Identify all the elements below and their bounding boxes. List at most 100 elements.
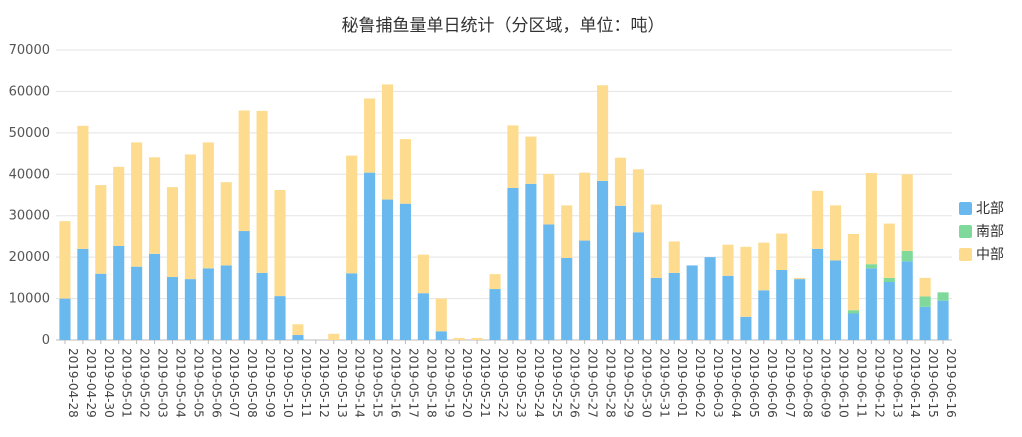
bar-central	[59, 221, 71, 299]
bar-central	[328, 333, 340, 340]
bar-central	[417, 254, 429, 294]
x-tick-label: 2019-05-14	[353, 348, 367, 418]
bar-south	[937, 292, 949, 301]
x-tick-label: 2019-05-12	[317, 348, 331, 418]
x-tick-label: 2019-06-11	[854, 348, 868, 418]
bar-north	[95, 273, 107, 340]
x-tick-label: 2019-05-30	[639, 348, 653, 418]
x-tick-label: 2019-05-03	[156, 348, 170, 418]
bar-central	[740, 246, 752, 317]
x-tick-label: 2019-06-13	[890, 348, 904, 418]
bar-central	[220, 182, 232, 266]
bar-north	[722, 275, 734, 340]
x-tick-label: 2019-04-28	[66, 348, 80, 418]
x-tick-label: 2019-05-09	[263, 348, 277, 418]
bar-central	[256, 110, 268, 273]
bar-south	[901, 250, 913, 262]
bar-central	[435, 298, 447, 332]
x-tick-label: 2019-05-25	[550, 348, 564, 418]
bar-north	[364, 172, 376, 340]
x-tick-label: 2019-05-21	[478, 348, 492, 418]
bar-central	[650, 204, 662, 278]
x-tick-label: 2019-05-08	[245, 348, 259, 418]
bar-north	[561, 257, 573, 340]
bar-central	[668, 241, 680, 273]
y-tick-label: 50000	[9, 126, 50, 141]
bar-central	[722, 244, 734, 276]
bar-north	[812, 248, 824, 340]
bar-north	[256, 272, 268, 340]
x-tick-label: 2019-06-06	[765, 348, 779, 418]
bar-central	[274, 190, 286, 297]
x-tick-label: 2019-06-08	[801, 348, 815, 418]
bar-central	[113, 166, 125, 246]
x-tick-label: 2019-06-05	[747, 348, 761, 418]
bar-central	[865, 173, 877, 265]
x-tick-label: 2019-05-31	[657, 348, 671, 418]
legend-label: 中部	[976, 247, 1004, 263]
legend-item-south[interactable]: 南部	[959, 224, 1004, 240]
bar-central	[597, 85, 609, 181]
bar-north	[579, 240, 591, 340]
bar-central	[238, 110, 250, 232]
x-tick-label: 2019-05-27	[586, 348, 600, 418]
legend-item-central[interactable]: 中部	[959, 247, 1004, 263]
bar-central	[632, 169, 644, 233]
bar-north	[937, 300, 949, 340]
legend-item-north[interactable]: 北部	[959, 201, 1004, 217]
bar-central	[77, 125, 89, 249]
x-tick-label: 2019-05-11	[299, 348, 313, 418]
bar-north	[507, 187, 519, 340]
bar-central	[381, 84, 394, 200]
bar-central	[776, 233, 788, 270]
bar-central	[883, 223, 895, 278]
y-tick-label: 60000	[9, 84, 50, 99]
bar-central	[847, 233, 859, 311]
x-tick-label: 2019-06-14	[908, 348, 922, 418]
x-tick-label: 2019-05-26	[568, 348, 582, 418]
bar-north	[238, 231, 250, 340]
bar-north	[901, 261, 913, 340]
x-tick-label: 2019-05-07	[227, 348, 241, 418]
bar-north	[274, 296, 286, 340]
x-tick-label: 2019-04-29	[84, 348, 98, 418]
x-tick-label: 2019-04-30	[102, 348, 116, 418]
bar-central	[794, 277, 806, 280]
x-tick-label: 2019-05-19	[442, 348, 456, 418]
bar-north	[435, 331, 447, 340]
x-tick-label: 2019-05-24	[532, 348, 546, 418]
bar-north	[381, 199, 394, 340]
bar-north	[704, 257, 716, 340]
bar-north	[113, 245, 125, 340]
legend-label: 北部	[976, 201, 1004, 217]
bar-north	[525, 183, 537, 340]
bar-north	[794, 279, 806, 340]
bar-central	[95, 185, 107, 274]
bar-north	[149, 253, 161, 340]
y-tick-label: 20000	[9, 250, 50, 265]
y-tick-label: 30000	[9, 209, 50, 224]
x-tick-label: 2019-06-07	[783, 348, 797, 418]
bar-south	[865, 264, 877, 269]
legend-swatch	[959, 248, 972, 261]
bar-north	[346, 273, 358, 340]
y-tick-label: 10000	[9, 292, 50, 307]
bar-north	[166, 277, 179, 340]
x-tick-label: 2019-06-15	[926, 348, 940, 418]
bar-central	[131, 142, 143, 267]
bar-north	[829, 260, 842, 340]
x-tick-label: 2019-05-01	[120, 348, 134, 418]
bar-central	[166, 187, 179, 278]
bar-north	[292, 335, 304, 340]
x-tick-label: 2019-05-28	[604, 348, 618, 418]
bar-central	[346, 155, 358, 274]
x-tick-label: 2019-06-02	[693, 348, 707, 418]
bar-north	[77, 248, 89, 340]
bar-central	[579, 172, 591, 241]
bar-north	[220, 265, 232, 340]
bar-central	[184, 154, 196, 280]
bar-central	[292, 324, 304, 336]
